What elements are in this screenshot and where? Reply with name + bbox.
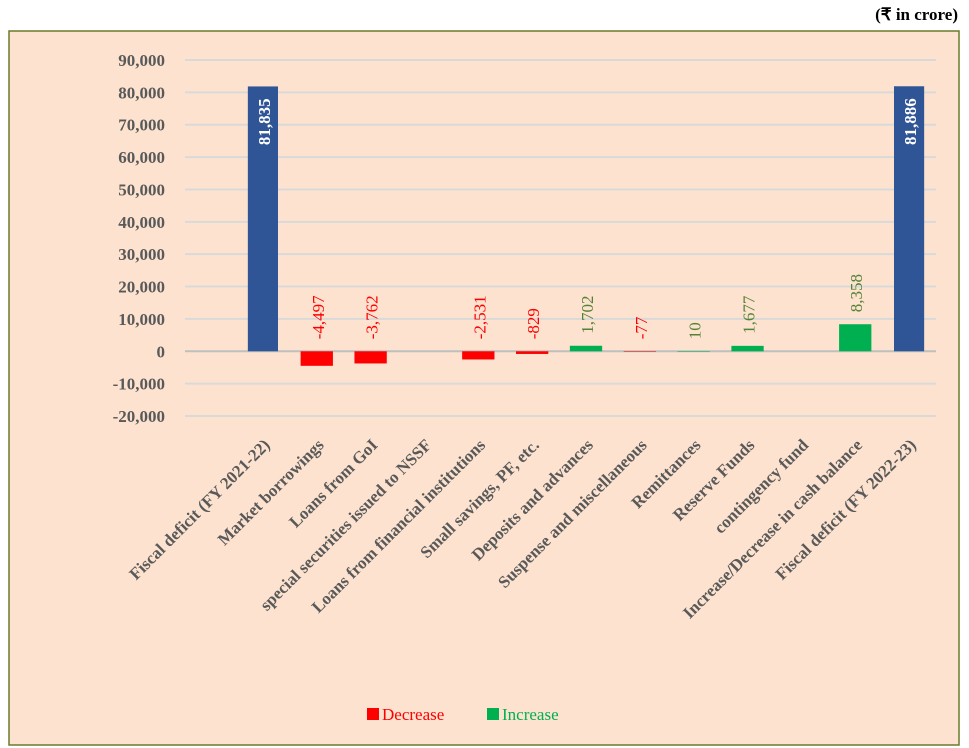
bar [731, 345, 764, 352]
value-label: 1,702 [578, 296, 597, 334]
y-tick-label: 70,000 [118, 116, 165, 135]
value-label: 10 [686, 322, 705, 339]
bar [894, 86, 925, 352]
y-tick-label: 40,000 [118, 213, 165, 232]
y-tick-label: 50,000 [118, 180, 165, 199]
y-tick-label: 0 [157, 342, 166, 361]
value-label: -4,497 [309, 295, 328, 339]
bar [839, 324, 872, 352]
chart-frame [8, 30, 960, 746]
bar [677, 351, 710, 352]
legend-label: Decrease [382, 705, 444, 724]
bar [623, 351, 656, 352]
value-label: -3,762 [363, 295, 382, 339]
value-label: -2,531 [470, 295, 489, 339]
value-label: 81,835 [255, 98, 274, 145]
bar [516, 351, 549, 354]
bar [300, 351, 333, 366]
value-label: -829 [524, 308, 543, 339]
y-tick-label: 10,000 [118, 310, 165, 329]
y-tick-label: 60,000 [118, 148, 165, 167]
value-label: 1,677 [740, 295, 759, 334]
y-tick-label: 20,000 [118, 278, 165, 297]
bar [462, 351, 495, 360]
unit-note: (₹ in crore) [875, 5, 958, 24]
bar [247, 86, 278, 352]
value-label: 81,886 [901, 98, 920, 145]
y-tick-label: 90,000 [118, 51, 165, 70]
legend-swatch [367, 708, 379, 720]
y-tick-label: -20,000 [113, 407, 165, 426]
value-label: -77 [632, 316, 651, 339]
y-tick-label: -10,000 [113, 375, 165, 394]
value-label: 8,358 [847, 274, 866, 312]
y-tick-label: 30,000 [118, 245, 165, 264]
y-tick-label: 80,000 [118, 83, 165, 102]
legend-label: Increase [502, 705, 559, 724]
bar [354, 351, 387, 364]
legend-swatch [487, 708, 499, 720]
bar [569, 345, 603, 352]
